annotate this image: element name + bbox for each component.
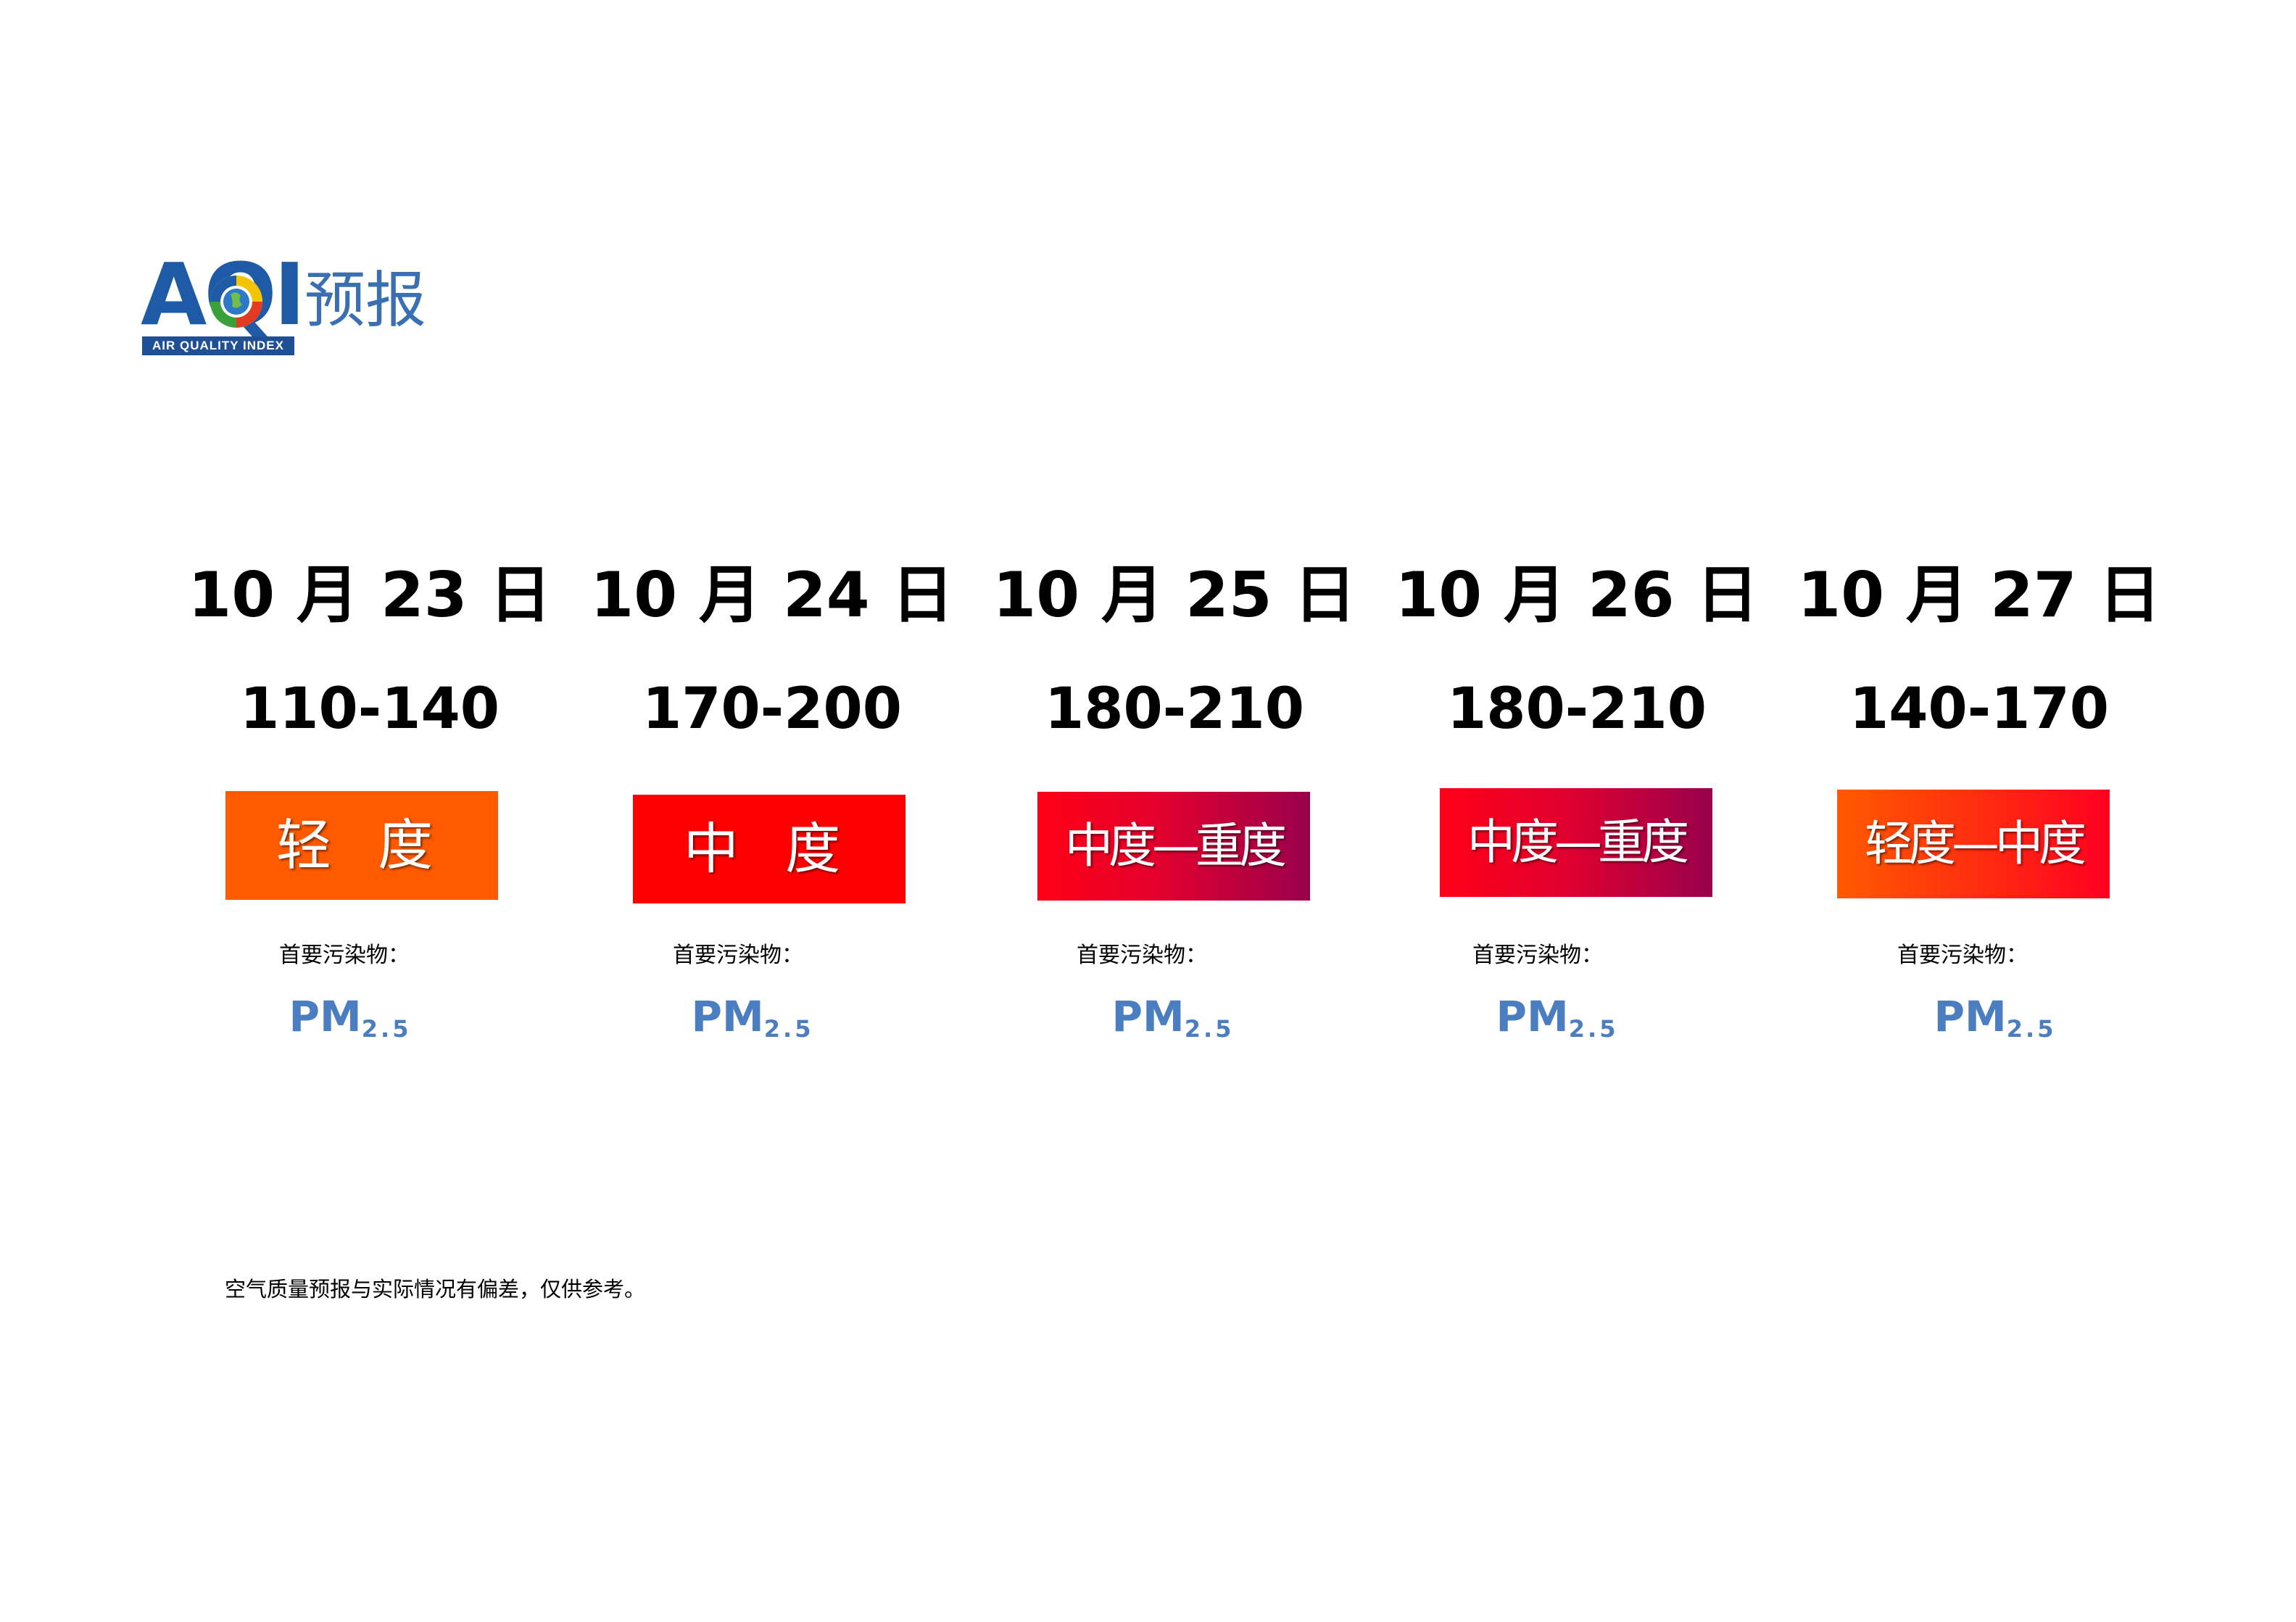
- forecast-date: 10 月 27 日: [1797, 559, 2161, 632]
- aqi-range: 180-210: [1446, 676, 1707, 742]
- disclaimer-note: 空气质量预报与实际情况有偏差，仅供参考。: [225, 1277, 646, 1302]
- pollutant-name: PM: [1111, 992, 1185, 1041]
- forecast-day-2: 10 月 24 日 170-200: [569, 555, 975, 1063]
- primary-pollutant: PM2.5: [241, 988, 459, 1058]
- forecast-day-5: 10 月 27 日 140-170: [1776, 555, 2182, 1063]
- pollution-level-badge: 中度—重度: [1440, 788, 1712, 897]
- pollution-level-badge: 轻 度: [225, 791, 498, 900]
- pollutant-label: 首要污染物：: [673, 943, 803, 968]
- forecast-date: 10 月 26 日: [1395, 559, 1759, 632]
- aqi-range: 110-140: [239, 676, 500, 742]
- pollutant-name: PM: [289, 992, 362, 1041]
- aqi-range: 170-200: [642, 676, 902, 742]
- pollutant-label: 首要污染物：: [1077, 943, 1207, 968]
- forecast-date: 10 月 24 日: [590, 559, 954, 632]
- page-title: 预报: [304, 265, 427, 336]
- forecast-day-4: 10 月 26 日 180-210: [1374, 555, 1780, 1063]
- pollutant-label: 首要污染物：: [279, 943, 410, 968]
- primary-pollutant: PM2.5: [644, 988, 861, 1058]
- aqi-logo: AQI AIR QUALITY INDEX 预报: [141, 251, 445, 357]
- pollutant-name: PM: [1934, 992, 2007, 1041]
- primary-pollutant: PM2.5: [1886, 988, 2104, 1058]
- aqi-logo-mark: AQI AIR QUALITY INDEX: [141, 251, 306, 357]
- pollutant-subscript: 2.5: [1184, 1015, 1235, 1043]
- pollutant-subscript: 2.5: [1568, 1015, 1619, 1043]
- pollutant-name: PM: [1496, 992, 1569, 1041]
- forecast-day-1: 10 月 23 日 110-140: [167, 555, 573, 1063]
- primary-pollutant: PM2.5: [1449, 988, 1666, 1058]
- globe-icon: [210, 276, 262, 328]
- pollutant-name: PM: [691, 992, 764, 1041]
- pollutant-subscript: 2.5: [2006, 1015, 2057, 1043]
- logo-band: AIR QUALITY INDEX: [142, 336, 294, 355]
- forecast-date: 10 月 25 日: [992, 559, 1356, 632]
- pollution-level-badge: 中度—重度: [1037, 792, 1310, 901]
- forecast-day-3: 10 月 25 日 180-210: [971, 555, 1377, 1063]
- pollutant-label: 首要污染物：: [1897, 943, 2028, 968]
- pollutant-label: 首要污染物：: [1472, 943, 1603, 968]
- forecast-date: 10 月 23 日: [188, 559, 552, 632]
- pollutant-subscript: 2.5: [763, 1015, 814, 1043]
- aqi-range: 180-210: [1044, 676, 1304, 742]
- primary-pollutant: PM2.5: [1064, 988, 1282, 1058]
- aqi-range: 140-170: [1849, 676, 2109, 742]
- pollution-level-badge: 轻度—中度: [1837, 790, 2110, 898]
- pollution-level-badge: 中 度: [633, 795, 905, 903]
- pollutant-subscript: 2.5: [361, 1015, 412, 1043]
